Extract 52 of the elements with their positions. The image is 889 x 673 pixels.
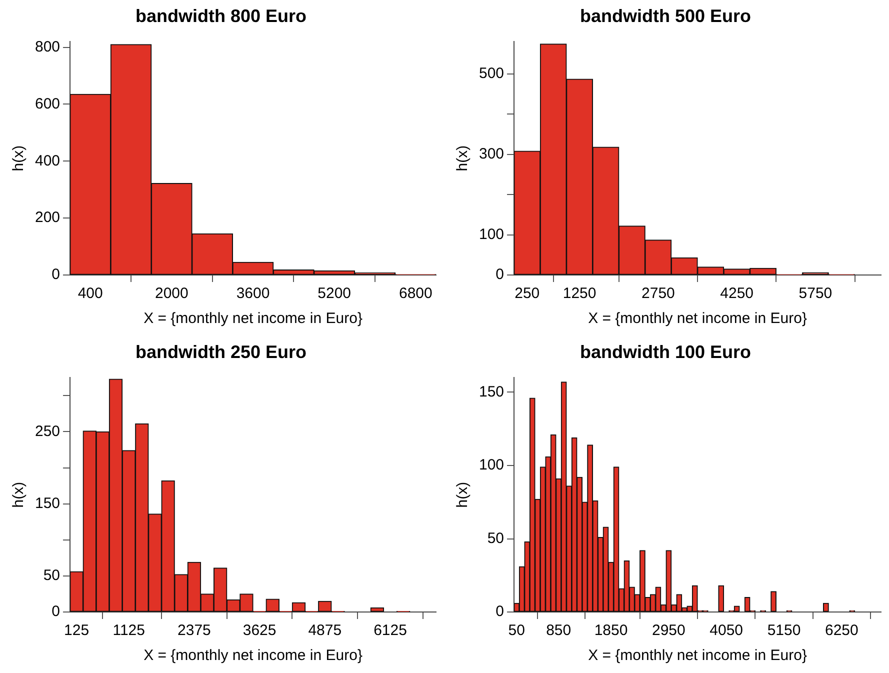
- chart-title: bandwidth 800 Euro: [135, 6, 307, 26]
- y-tick-label: 500: [478, 64, 504, 82]
- y-tick-label: 600: [34, 95, 60, 112]
- x-tick-label: 400: [78, 285, 103, 302]
- x-tick-label: 4050: [710, 622, 744, 640]
- x-tick-label: 3625: [242, 622, 276, 640]
- y-tick-label: 150: [34, 494, 60, 512]
- x-tick-label: 2375: [178, 622, 211, 640]
- x-tick-label: 125: [64, 622, 90, 640]
- y-tick-label: 300: [478, 145, 504, 162]
- chart-title: bandwidth 500 Euro: [580, 6, 752, 26]
- chart-title: bandwidth 100 Euro: [580, 342, 752, 362]
- x-axis-title: X = {monthly net income in Euro}: [144, 647, 362, 664]
- x-tick-label: 250: [514, 285, 540, 302]
- y-tick-label: 150: [478, 383, 504, 400]
- chart-title: bandwidth 250 Euro: [135, 342, 307, 362]
- y-tick-label: 0: [496, 603, 504, 620]
- x-tick-label: 3600: [236, 285, 270, 302]
- y-tick-label: 0: [52, 266, 60, 284]
- y-tick-label: 50: [487, 530, 504, 547]
- x-tick-label: 1125: [112, 622, 145, 640]
- y-tick-label: 100: [478, 456, 504, 474]
- x-tick-label: 2950: [652, 622, 686, 640]
- x-axis-title: X = {monthly net income in Euro}: [144, 310, 362, 328]
- y-axis-title: h(x): [10, 482, 28, 508]
- x-axis-title: X = {monthly net income in Euro}: [588, 310, 807, 328]
- y-tick-label: 50: [43, 567, 60, 584]
- y-tick-label: 400: [34, 152, 60, 170]
- y-axis-title: h(x): [10, 145, 28, 172]
- x-tick-label: 2000: [155, 285, 188, 302]
- x-axis-title: X = {monthly net income in Euro}: [588, 647, 807, 664]
- x-tick-label: 4250: [720, 285, 754, 302]
- y-axis-title: h(x): [454, 145, 472, 172]
- x-tick-label: 2750: [642, 285, 675, 302]
- y-tick-label: 100: [478, 226, 504, 243]
- x-tick-label: 5200: [318, 285, 352, 302]
- y-tick-label: 0: [496, 266, 504, 284]
- x-tick-label: 50: [508, 622, 525, 640]
- x-tick-label: 5150: [767, 622, 801, 640]
- x-tick-label: 1250: [562, 285, 596, 302]
- x-tick-label: 6800: [398, 285, 432, 302]
- x-tick-label: 850: [546, 622, 572, 640]
- x-tick-label: 6250: [824, 622, 858, 640]
- x-tick-label: 1850: [594, 622, 628, 640]
- x-tick-label: 5750: [798, 285, 832, 302]
- x-tick-label: 6125: [374, 622, 407, 640]
- y-tick-label: 200: [34, 209, 60, 226]
- x-tick-label: 4875: [308, 622, 342, 640]
- y-tick-label: 800: [34, 38, 60, 56]
- y-tick-label: 250: [34, 422, 60, 440]
- y-axis-title: h(x): [454, 482, 472, 508]
- y-tick-label: 0: [52, 603, 60, 620]
